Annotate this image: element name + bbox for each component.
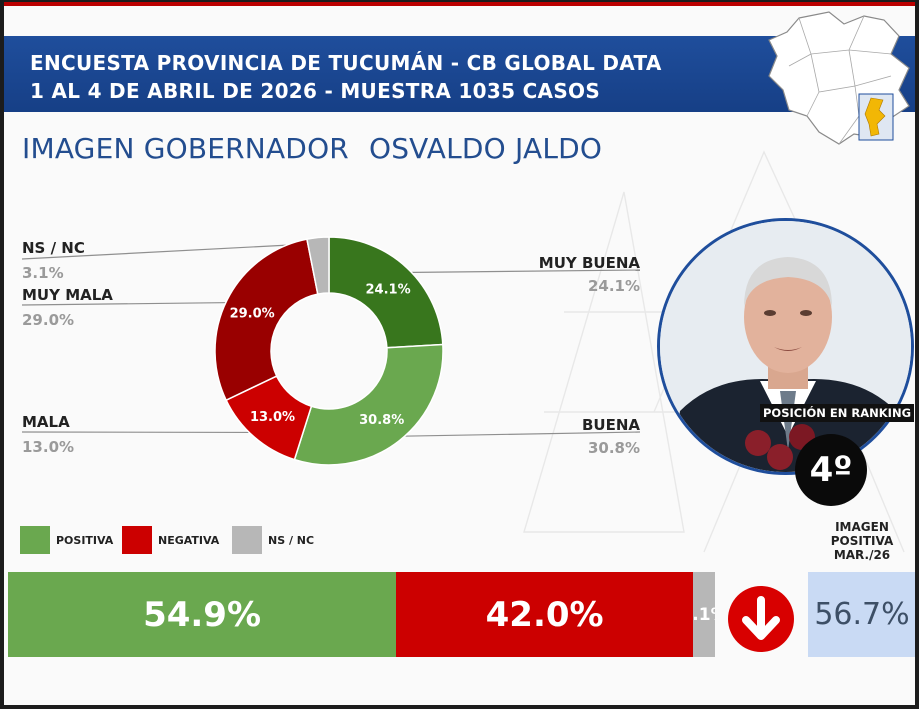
label-ns-nc: NS / NC — [22, 239, 85, 257]
title-part-1: IMAGEN GOBERNADOR — [22, 132, 349, 165]
header: ENCUESTA PROVINCIA DE TUCUMÁN - CB GLOBA… — [30, 49, 662, 105]
label-muy-mala: MUY MALA — [22, 286, 113, 304]
header-line-2: 1 AL 4 DE ABRIL DE 2026 - MUESTRA 1035 C… — [30, 79, 601, 103]
donut-slice-label: 24.1% — [366, 282, 411, 297]
leader-line — [403, 269, 641, 274]
leader-line — [21, 242, 319, 260]
label-muy-buena: MUY BUENA — [538, 254, 640, 272]
ranking-label: POSICIÓN EN RANKING — [760, 404, 915, 422]
value-muy-buena: 24.1% — [587, 277, 640, 295]
previous-label-line-3: MAR./26 — [833, 548, 891, 562]
donut-slice-ns-nc — [306, 236, 330, 295]
donut-slices — [214, 236, 444, 466]
governor-portrait — [657, 218, 914, 475]
header-band — [4, 36, 915, 112]
donut-chart: 24.1% 30.8% 13.0% 29.0% — [21, 236, 641, 466]
leader-line — [395, 431, 641, 437]
value-ns-nc: 3.1% — [22, 264, 64, 282]
previous-label-line-1: IMAGEN — [835, 520, 889, 534]
legend-label-negativa: NEGATIVA — [158, 533, 220, 547]
donut-slice-muy-mala — [214, 238, 319, 402]
bar-nsnc: 3.1% — [693, 572, 715, 657]
tucuman-map-icon — [768, 11, 910, 145]
donut-slice-labels: 24.1% 30.8% 13.0% 29.0% — [230, 282, 411, 427]
page-title: IMAGEN GOBERNADOR OSVALDO JALDO — [22, 132, 602, 165]
previous-label-line-2: POSITIVA — [830, 534, 894, 548]
legend-negativa: NEGATIVA — [122, 526, 219, 554]
value-mala: 13.0% — [22, 438, 75, 456]
value-muy-mala: 29.0% — [22, 311, 75, 329]
title-part-2: OSVALDO JALDO — [368, 132, 603, 165]
bar-negativa: 42.0% — [396, 572, 694, 657]
label-buena: BUENA — [581, 416, 640, 434]
donut-slice-buena — [293, 343, 444, 466]
legend-swatch-negativa — [122, 526, 152, 554]
legend-label-positiva: POSITIVA — [56, 533, 114, 547]
legend-swatch-positiva — [20, 526, 50, 554]
label-mala: MALA — [22, 413, 70, 431]
donut-slice-label: 29.0% — [230, 306, 275, 321]
leader-line — [21, 301, 233, 306]
ranking-badge: 4º — [795, 434, 867, 506]
poll-graphic: ENCUESTA PROVINCIA DE TUCUMÁN - CB GLOBA… — [4, 2, 915, 705]
top-accent-strip — [4, 2, 915, 6]
previous-label: IMAGEN POSITIVA MAR./26 — [812, 520, 912, 562]
legend-swatch-nsnc — [232, 526, 262, 554]
bar-positiva: 54.9% — [8, 572, 397, 657]
portrait-illustration — [660, 221, 911, 472]
legend-label-nsnc: NS / NC — [268, 533, 315, 547]
value-buena: 30.8% — [587, 439, 640, 457]
donut-slice-muy-buena — [328, 236, 444, 349]
donut-slice-label: 13.0% — [250, 410, 295, 425]
donut-slice-label: 30.8% — [359, 413, 404, 428]
legend-nsnc: NS / NC — [232, 526, 314, 554]
previous-value: 56.7% — [808, 572, 915, 657]
header-line-1: ENCUESTA PROVINCIA DE TUCUMÁN - CB GLOBA… — [30, 51, 662, 75]
down-arrow-icon — [728, 586, 794, 652]
legend-positiva: POSITIVA — [20, 526, 113, 554]
